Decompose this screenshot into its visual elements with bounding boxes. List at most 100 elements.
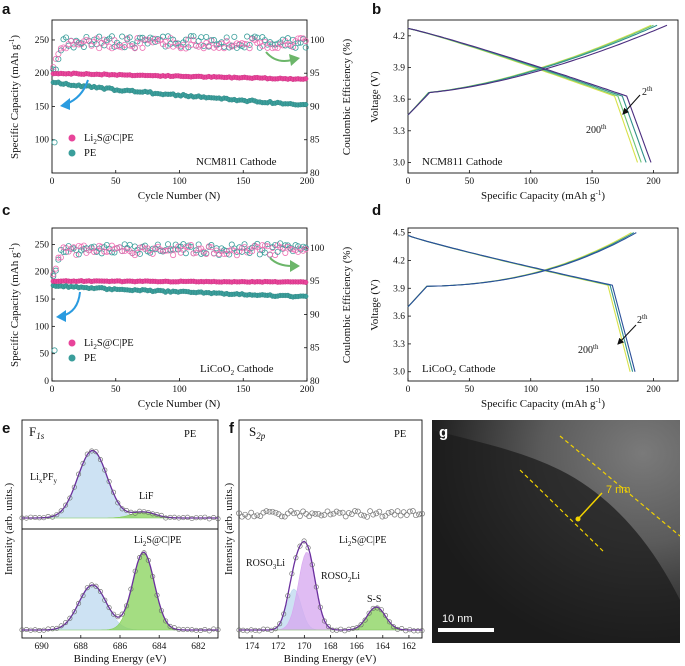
li2s-ce-point xyxy=(302,246,309,253)
li2s-data-point xyxy=(93,583,99,589)
pe-data-point xyxy=(102,467,108,473)
li2s-data-point xyxy=(317,604,323,610)
li2s-ce-point xyxy=(96,45,103,52)
pe-ce-outlier xyxy=(51,347,58,354)
pe-flat-data-point xyxy=(385,509,392,516)
pe-ce-point xyxy=(302,44,309,51)
y2-tick-label: 80 xyxy=(310,169,320,179)
pe-flat-data-point xyxy=(352,508,358,514)
x-tick-label: 172 xyxy=(271,642,286,652)
pe-flat-data-point xyxy=(376,508,383,515)
li2s-data-point xyxy=(215,627,221,633)
panel-f-peak2-label: ROSO2Li xyxy=(321,571,360,584)
pe-data-point xyxy=(185,514,191,520)
pe-ce-point xyxy=(261,37,268,44)
pe-data-point xyxy=(63,502,69,508)
panel-e-bottom-tag: Li2S@C|PE xyxy=(134,535,182,548)
y-tick-label: 150 xyxy=(35,295,50,305)
li2s-data-point xyxy=(154,592,160,598)
legend-li2s-marker xyxy=(68,134,76,142)
li2s-ce-point xyxy=(98,243,105,250)
y-tick-label: 3.9 xyxy=(393,63,405,73)
pe-data-point xyxy=(97,457,103,463)
pe-flat-data-point xyxy=(281,513,288,520)
li2s-component-peak xyxy=(22,551,218,631)
y-tick-label: 3.3 xyxy=(393,340,405,350)
li2s-data-point xyxy=(273,626,279,632)
li2s-data-point xyxy=(80,593,86,599)
pe-ce-point xyxy=(52,267,59,274)
pe-flat-data-point xyxy=(251,513,258,520)
pe-flat-data-point xyxy=(324,508,331,515)
li2s-ce-point xyxy=(73,251,80,258)
li2s-data-point xyxy=(325,624,331,630)
discharge-curve xyxy=(407,27,642,163)
pe-ce-point xyxy=(274,248,281,255)
pe-data-point xyxy=(111,489,117,495)
x-tick-label: 0 xyxy=(406,385,411,395)
legend-pe-label: PE xyxy=(84,148,96,159)
panel-e-peaks xyxy=(19,448,221,634)
li2s-data-point xyxy=(45,626,51,632)
x-tick-label: 688 xyxy=(74,642,89,652)
li2s-data-point xyxy=(167,623,173,629)
y2-tick-label: 95 xyxy=(310,69,320,79)
li2s-ce-point xyxy=(175,243,182,250)
li2s-component-peak xyxy=(239,588,422,631)
li2s-fit-envelope xyxy=(22,551,218,631)
li2s-data-point xyxy=(63,620,69,626)
ce-axis-arrow-head xyxy=(290,260,300,272)
tem-arrow-end xyxy=(575,516,581,522)
panel-b-ylabel: Voltage (V) xyxy=(369,71,381,123)
pe-data-point xyxy=(206,516,212,522)
panel-f-ylabel: Intensity (arb. units.) xyxy=(223,483,235,576)
pe-ce-point xyxy=(187,243,194,250)
pe-data-point xyxy=(76,471,82,477)
li2s-data-point xyxy=(206,628,212,634)
panel-a-marks xyxy=(50,33,309,146)
x-tick-label: 50 xyxy=(465,385,475,395)
tem-scalebar-label: 10 nm xyxy=(442,613,473,625)
li2s-data-point xyxy=(76,600,82,606)
discharge-curve xyxy=(407,27,647,163)
panel-e-xlabel: Binding Energy (eV) xyxy=(74,653,167,665)
pe-ce-point xyxy=(165,241,172,248)
pe-data-point xyxy=(158,512,164,518)
y-tick-label: 200 xyxy=(35,69,50,79)
panel-d-cycle-arrow xyxy=(617,324,637,345)
x-tick-label: 168 xyxy=(323,642,338,652)
y-tick-label: 50 xyxy=(40,350,50,360)
pe-flat-data-point xyxy=(391,511,398,518)
pe-ce-point xyxy=(210,37,217,44)
pe-ce-point xyxy=(126,34,133,41)
li2s-data-point xyxy=(297,543,303,549)
li2s-ce-point xyxy=(187,242,194,249)
pe-ce-point xyxy=(251,33,258,40)
pe-flat-data-point xyxy=(345,510,352,516)
x-tick-label: 166 xyxy=(350,642,365,652)
pe-flat-data-point xyxy=(397,512,404,519)
li2s-data-point xyxy=(163,618,169,624)
x-tick-label: 150 xyxy=(585,385,600,395)
panel-f-peaks xyxy=(236,508,425,634)
x-tick-label: 690 xyxy=(34,642,49,652)
li2s-data-point xyxy=(362,617,368,623)
panel-c-marks xyxy=(50,240,309,354)
capacity-axis-arrow-head xyxy=(56,310,66,322)
y2-tick-label: 80 xyxy=(310,377,320,387)
ce-axis-arrow xyxy=(269,257,293,267)
li2s-data-point xyxy=(84,585,90,591)
li2s-data-point xyxy=(313,584,319,590)
pe-data-point xyxy=(211,514,217,520)
panel-e-ylabel: Intensity (arb. units.) xyxy=(3,483,15,576)
panel-b-ticks: 0 50 100 150 200 3.0 3.3 3.6 3.9 4.2 xyxy=(393,32,661,187)
pe-ce-point xyxy=(277,240,284,247)
li2s-ce-point xyxy=(131,45,138,52)
li2s-data-point xyxy=(111,611,117,617)
pe-data-point xyxy=(106,478,112,484)
pe-capacity-point xyxy=(303,101,309,108)
li2s-data-point xyxy=(124,603,130,609)
pe-data-point xyxy=(67,495,73,501)
pe-ce-point xyxy=(182,250,189,257)
x-tick-label: 164 xyxy=(376,642,391,652)
